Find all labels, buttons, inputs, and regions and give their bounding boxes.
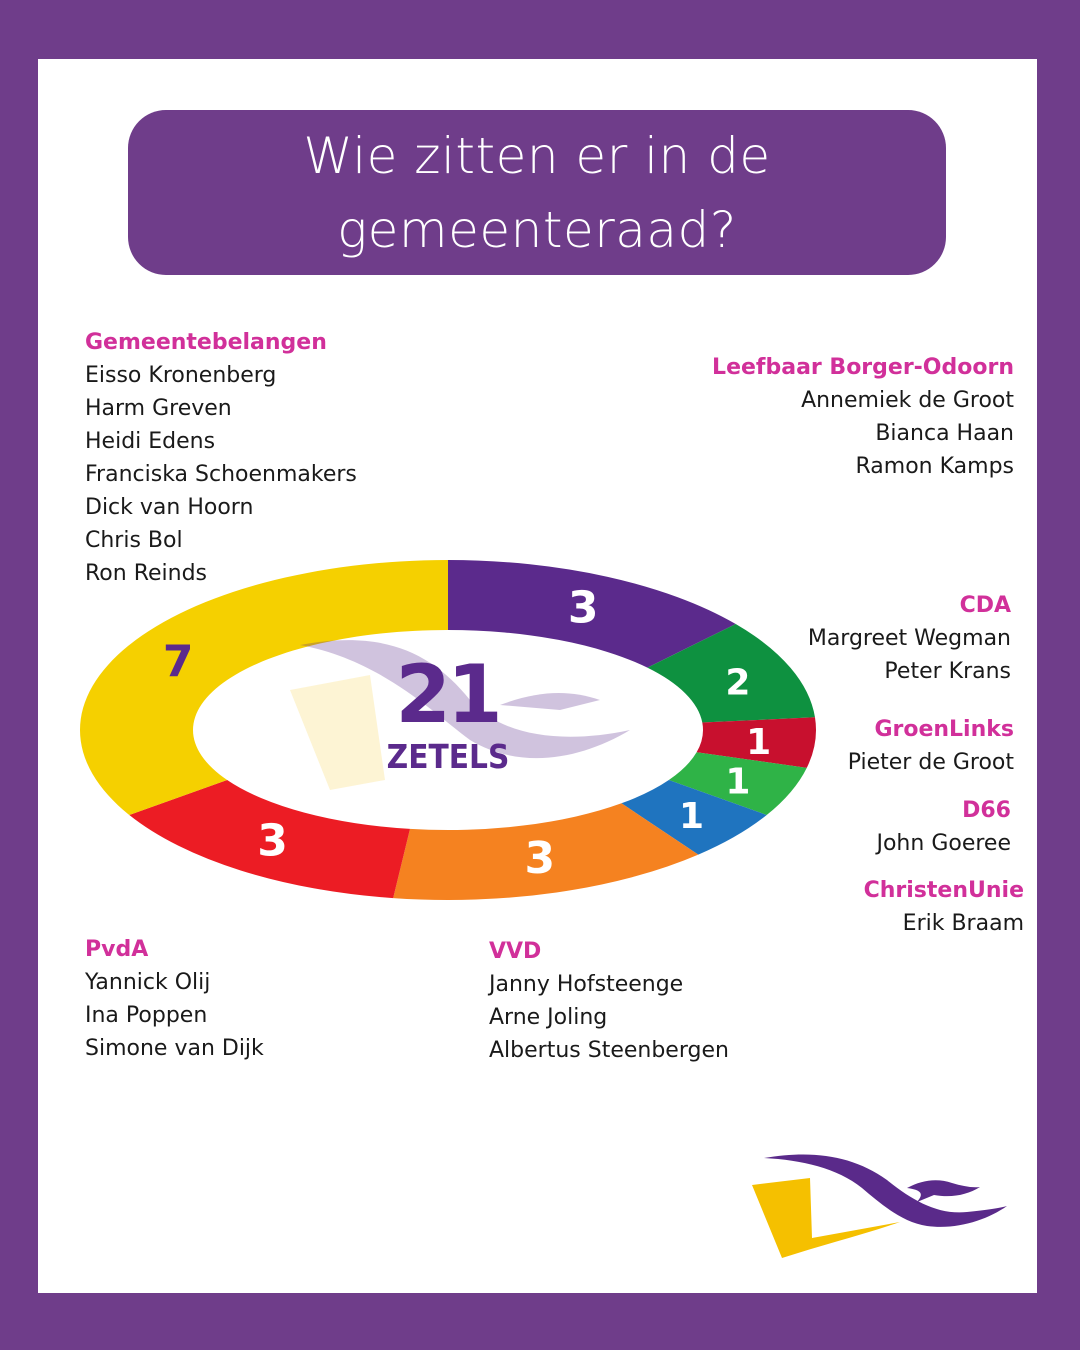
party-name: CDA	[959, 593, 1011, 618]
party-name: Gemeentebelangen	[85, 330, 327, 355]
member-name: Dick van Hoorn	[85, 495, 254, 520]
member-name: Arne Joling	[489, 1005, 608, 1030]
party-block-d66: D66 John Goeree	[876, 794, 1011, 860]
party-name: Leefbaar Borger-Odoorn	[712, 355, 1014, 380]
title-banner: Wie zitten er in de gemeenteraad?	[128, 110, 946, 275]
member-name: Harm Greven	[85, 396, 232, 421]
party-block-gemeentebelangen: Gemeentebelangen Eisso Kronenberg Harm G…	[85, 326, 357, 590]
member-name: Erik Braam	[902, 911, 1024, 936]
municipality-logo-icon	[752, 1150, 1012, 1265]
party-name: D66	[962, 798, 1011, 823]
party-name: GroenLinks	[874, 717, 1014, 742]
party-block-vvd: VVD Janny Hofsteenge Arne Joling Albertu…	[489, 935, 729, 1067]
party-name: VVD	[489, 939, 542, 964]
member-name: Pieter de Groot	[847, 750, 1014, 775]
member-name: Janny Hofsteenge	[489, 972, 684, 997]
party-block-christenunie: ChristenUnie Erik Braam	[864, 874, 1024, 940]
party-block-groenlinks: GroenLinks Pieter de Groot	[848, 713, 1014, 779]
member-name: Yannick Olij	[85, 970, 211, 995]
member-name: Ron Reinds	[85, 561, 208, 586]
member-name: Bianca Haan	[875, 421, 1014, 446]
party-block-cda: CDA Margreet Wegman Peter Krans	[808, 589, 1011, 688]
party-name: ChristenUnie	[863, 878, 1024, 903]
member-name: Margreet Wegman	[807, 626, 1011, 651]
page-title: Wie zitten er in de gemeenteraad?	[303, 126, 771, 259]
member-name: Albertus Steenbergen	[489, 1038, 729, 1063]
member-name: Peter Krans	[884, 659, 1011, 684]
member-name: Eisso Kronenberg	[85, 363, 277, 388]
member-name: Ramon Kamps	[855, 454, 1015, 479]
member-name: Ina Poppen	[85, 1003, 208, 1028]
member-name: Annemiek de Groot	[801, 388, 1014, 413]
member-name: Simone van Dijk	[85, 1036, 264, 1061]
member-name: Chris Bol	[85, 528, 183, 553]
member-name: Franciska Schoenmakers	[85, 462, 357, 487]
party-name: PvdA	[85, 937, 149, 962]
member-name: Heidi Edens	[85, 429, 216, 454]
member-name: John Goeree	[876, 831, 1011, 856]
party-block-leefbaar-borger-odoorn: Leefbaar Borger-Odoorn Annemiek de Groot…	[712, 351, 1014, 483]
party-block-pvda: PvdA Yannick Olij Ina Poppen Simone van …	[85, 933, 264, 1065]
